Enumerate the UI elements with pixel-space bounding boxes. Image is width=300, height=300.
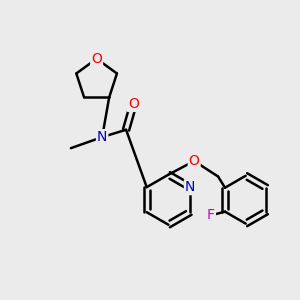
Text: F: F <box>207 208 215 222</box>
Text: N: N <box>185 180 195 194</box>
Text: O: O <box>91 52 102 66</box>
Text: O: O <box>128 97 139 111</box>
Text: O: O <box>189 154 200 168</box>
Text: N: N <box>97 130 107 144</box>
